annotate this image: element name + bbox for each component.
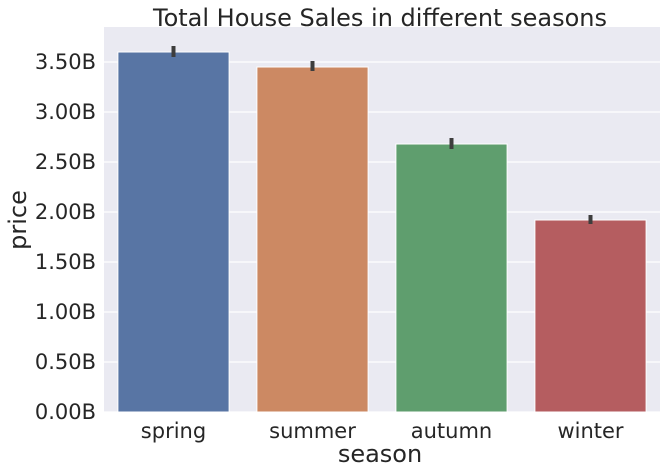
x-tick-labels: spring summer autumn winter bbox=[141, 419, 624, 443]
bar-autumn bbox=[395, 143, 508, 413]
bar-winter bbox=[534, 219, 647, 413]
chart-title: Total House Sales in different seasons bbox=[152, 4, 607, 32]
y-tick-label: 0.50B bbox=[35, 350, 96, 374]
y-tick-label: 3.00B bbox=[35, 100, 96, 124]
y-tick-label: 0.00B bbox=[35, 400, 96, 424]
y-tick-label: 1.00B bbox=[35, 300, 96, 324]
y-tick-label: 3.50B bbox=[35, 50, 96, 74]
error-bars bbox=[171, 46, 593, 224]
y-axis-label: price bbox=[4, 190, 32, 250]
bar-summer bbox=[256, 66, 369, 413]
x-tick-label: spring bbox=[141, 419, 206, 443]
x-tick-label: summer bbox=[269, 419, 356, 443]
x-tick-label: winter bbox=[557, 419, 623, 443]
y-tick-label: 2.00B bbox=[35, 200, 96, 224]
y-tick-labels: 0.00B 0.50B 1.00B 1.50B 2.00B 2.50B 3.00B 3.50B bbox=[35, 50, 96, 424]
y-tick-label: 2.50B bbox=[35, 150, 96, 174]
x-tick-label: autumn bbox=[411, 419, 493, 443]
x-axis-label: season bbox=[338, 440, 422, 468]
bars bbox=[117, 51, 647, 413]
y-tick-label: 1.50B bbox=[35, 250, 96, 274]
bar-spring bbox=[117, 51, 230, 413]
